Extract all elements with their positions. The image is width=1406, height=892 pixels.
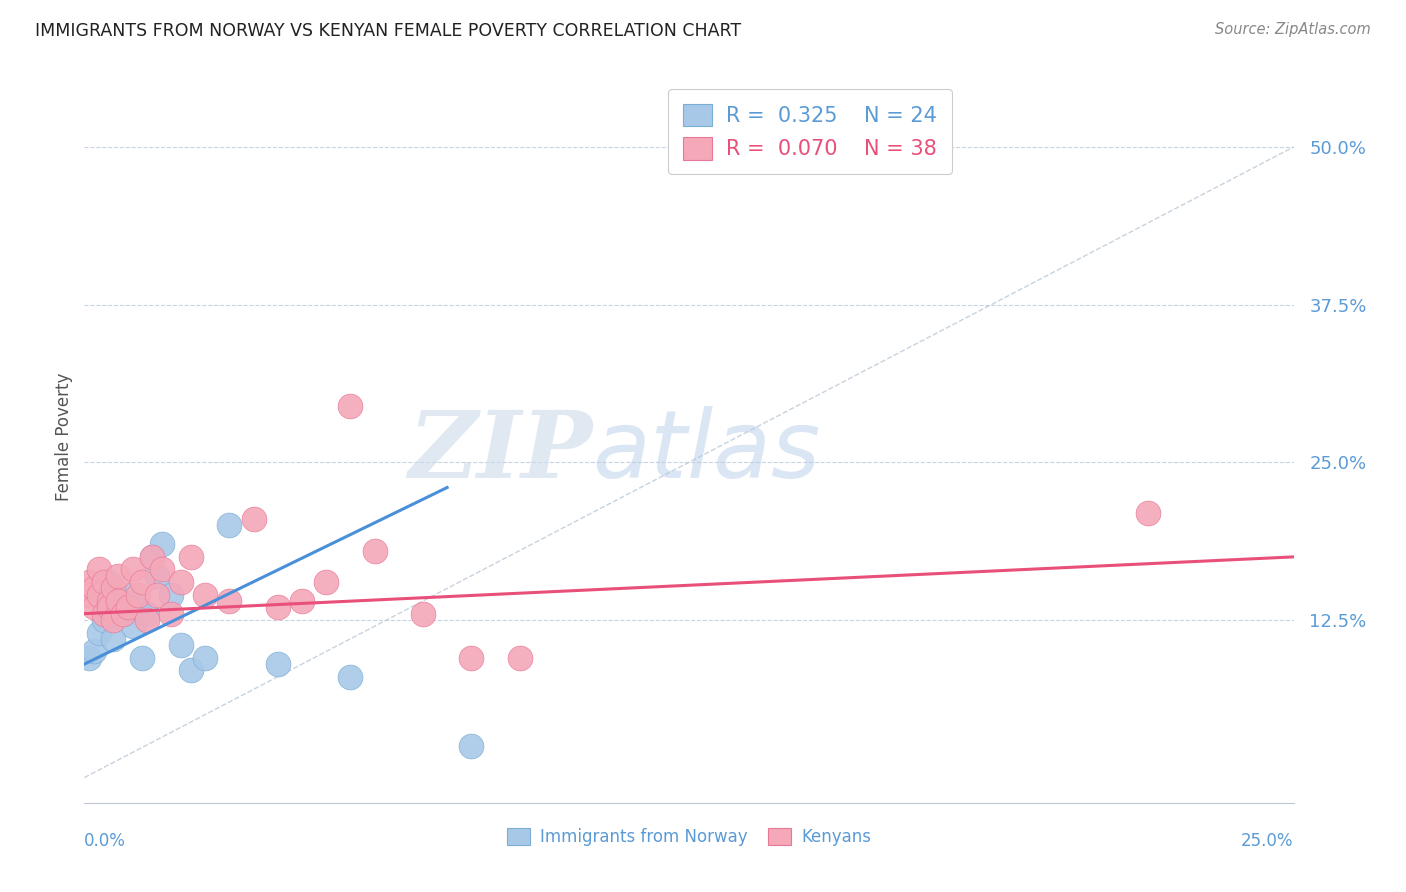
Point [112,607,135,621]
Text: Source: ZipAtlas.com: Source: ZipAtlas.com [1215,22,1371,37]
Point [150,562,173,576]
Point [146,588,169,602]
Point [93,613,115,627]
Point [87,588,110,602]
Point [170,575,193,590]
Point [267,600,290,615]
Point [136,607,159,621]
Point [242,512,264,526]
Point [412,607,434,621]
Point [87,562,110,576]
Point [93,607,115,621]
Point [194,588,217,602]
Point [103,613,125,627]
Point [315,575,337,590]
Point [218,518,240,533]
Point [83,644,105,658]
Point [97,575,120,590]
Point [77,588,100,602]
Point [83,600,105,615]
Point [150,537,173,551]
Point [170,638,193,652]
Point [1137,506,1160,520]
Point [121,619,143,633]
Text: atlas: atlas [592,406,821,497]
Legend: Immigrants from Norway, Kenyans: Immigrants from Norway, Kenyans [501,822,877,853]
Point [107,600,129,615]
Point [194,650,217,665]
Point [117,600,139,615]
Point [136,613,159,627]
Point [460,650,482,665]
Point [291,594,314,608]
Text: IMMIGRANTS FROM NORWAY VS KENYAN FEMALE POVERTY CORRELATION CHART: IMMIGRANTS FROM NORWAY VS KENYAN FEMALE … [35,22,741,40]
Point [363,543,385,558]
Point [112,607,135,621]
Point [509,650,531,665]
Point [77,650,100,665]
Text: 25.0%: 25.0% [1241,832,1294,850]
Point [93,575,115,590]
Point [141,549,163,564]
Point [107,594,129,608]
Text: ZIP: ZIP [408,407,592,497]
Point [339,399,361,413]
Point [97,600,120,615]
Point [121,562,143,576]
Point [180,664,202,678]
Point [131,650,153,665]
Point [141,549,163,564]
Point [127,600,149,615]
Point [103,582,125,596]
Point [87,625,110,640]
Point [83,582,105,596]
Point [77,575,100,590]
Point [267,657,290,671]
Point [127,588,149,602]
Point [180,549,202,564]
Point [460,739,482,753]
Point [218,594,240,608]
Point [107,569,129,583]
Point [117,588,139,602]
Point [131,575,153,590]
Point [160,607,183,621]
Point [97,594,120,608]
Point [339,670,361,684]
Y-axis label: Female Poverty: Female Poverty [55,373,73,501]
Text: 0.0%: 0.0% [84,832,127,850]
Point [103,632,125,646]
Point [146,569,169,583]
Point [160,588,183,602]
